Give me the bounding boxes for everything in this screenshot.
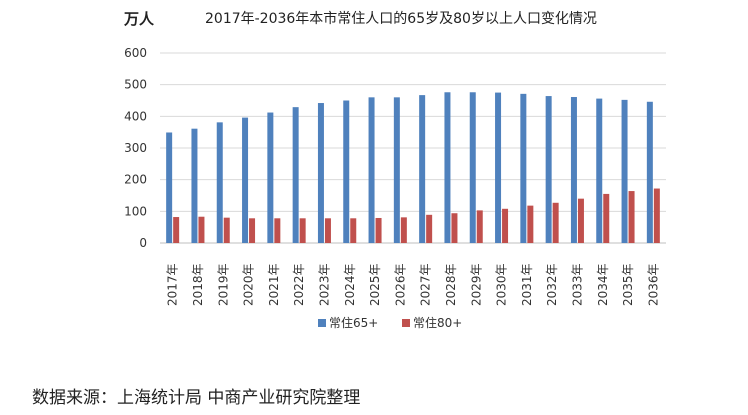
legend-swatch-80plus (402, 319, 410, 327)
x-tick-label: 2020年 (242, 263, 256, 306)
bar-80plus (603, 193, 610, 243)
bar-80plus (577, 198, 584, 243)
source-caption: 数据来源：上海统计局 中商产业研究院整理 (32, 388, 361, 408)
bar-65plus (444, 92, 451, 244)
bar-65plus (646, 101, 653, 244)
bar-65plus (343, 100, 350, 243)
legend-swatch-65plus (318, 319, 326, 327)
bar-80plus (476, 210, 483, 243)
x-tick-label: 2017年 (166, 263, 180, 306)
x-tick-label: 2029年 (469, 263, 483, 306)
bar-65plus (166, 132, 173, 243)
bar-65plus (191, 128, 198, 243)
bar-80plus (426, 214, 433, 243)
legend-label-65plus: 常住65+ (329, 316, 378, 330)
bar-80plus (400, 217, 407, 243)
bar-65plus (495, 92, 502, 243)
legend-label-80plus: 常住80+ (413, 316, 462, 330)
bar-65plus (393, 97, 400, 243)
y-tick-label: 600 (124, 46, 147, 60)
bar-65plus (317, 103, 324, 244)
y-tick-label: 500 (124, 78, 147, 92)
bar-80plus (375, 217, 382, 243)
x-tick-label: 2022年 (292, 263, 306, 306)
bar-80plus (324, 218, 331, 243)
chart-title: 2017年-2036年本市常住人口的65岁及80岁以上人口变化情况 (205, 11, 597, 27)
y-tick-label: 0 (139, 236, 147, 250)
x-tick-label: 2024年 (343, 263, 357, 306)
bar-65plus (520, 93, 527, 243)
bar-65plus (596, 98, 603, 243)
x-tick-label: 2030年 (495, 263, 509, 306)
bar-80plus (628, 191, 635, 243)
x-tick-label: 2032年 (545, 263, 559, 306)
x-tick-label: 2036年 (646, 263, 660, 306)
x-tick-label: 2019年 (216, 263, 230, 306)
bar-80plus (552, 202, 559, 243)
x-tick-label: 2028年 (444, 263, 458, 306)
bar-65plus (570, 97, 577, 244)
x-tick-label: 2034年 (596, 263, 610, 306)
y-tick-label: 100 (124, 204, 147, 218)
bar-65plus (242, 117, 249, 243)
x-tick-label: 2025年 (368, 263, 382, 306)
bar-65plus (469, 92, 476, 244)
bar-65plus (419, 95, 426, 243)
bar-80plus (502, 208, 509, 243)
x-tick-label: 2026年 (393, 263, 407, 306)
bar-80plus (198, 216, 205, 243)
x-tick-label: 2027年 (419, 263, 433, 306)
y-tick-label: 400 (124, 109, 147, 123)
y-tick-label: 300 (124, 141, 147, 155)
x-tick-label: 2018年 (191, 263, 205, 306)
bar-65plus (267, 112, 274, 244)
bar-65plus (292, 107, 299, 244)
x-tick-label: 2023年 (317, 263, 331, 306)
bar-65plus (545, 96, 552, 243)
x-tick-label: 2033年 (570, 263, 584, 306)
bar-80plus (653, 188, 660, 243)
bar-80plus (249, 218, 256, 243)
bar-80plus (527, 205, 534, 243)
bar-65plus (368, 97, 375, 243)
bar-65plus (621, 99, 628, 243)
bar-65plus (216, 122, 223, 243)
x-tick-label: 2021年 (267, 263, 281, 306)
y-unit-label: 万人 (124, 10, 155, 28)
chart-area: 万人 2017年-2036年本市常住人口的65岁及80岁以上人口变化情况 0 10… (124, 10, 666, 330)
bar-80plus (350, 218, 357, 243)
bar-80plus (223, 217, 230, 243)
x-tick-label: 2035年 (621, 263, 635, 306)
bar-80plus (173, 217, 180, 243)
bar-80plus (299, 218, 306, 243)
chart-svg: 0 100 200 300 400 500 600 2017年 2018年 2019年 2020年 2… (124, 46, 666, 330)
x-tick-label: 2031年 (520, 263, 534, 306)
bar-80plus (274, 218, 281, 243)
bar-80plus (451, 213, 458, 243)
y-tick-label: 200 (124, 173, 147, 187)
